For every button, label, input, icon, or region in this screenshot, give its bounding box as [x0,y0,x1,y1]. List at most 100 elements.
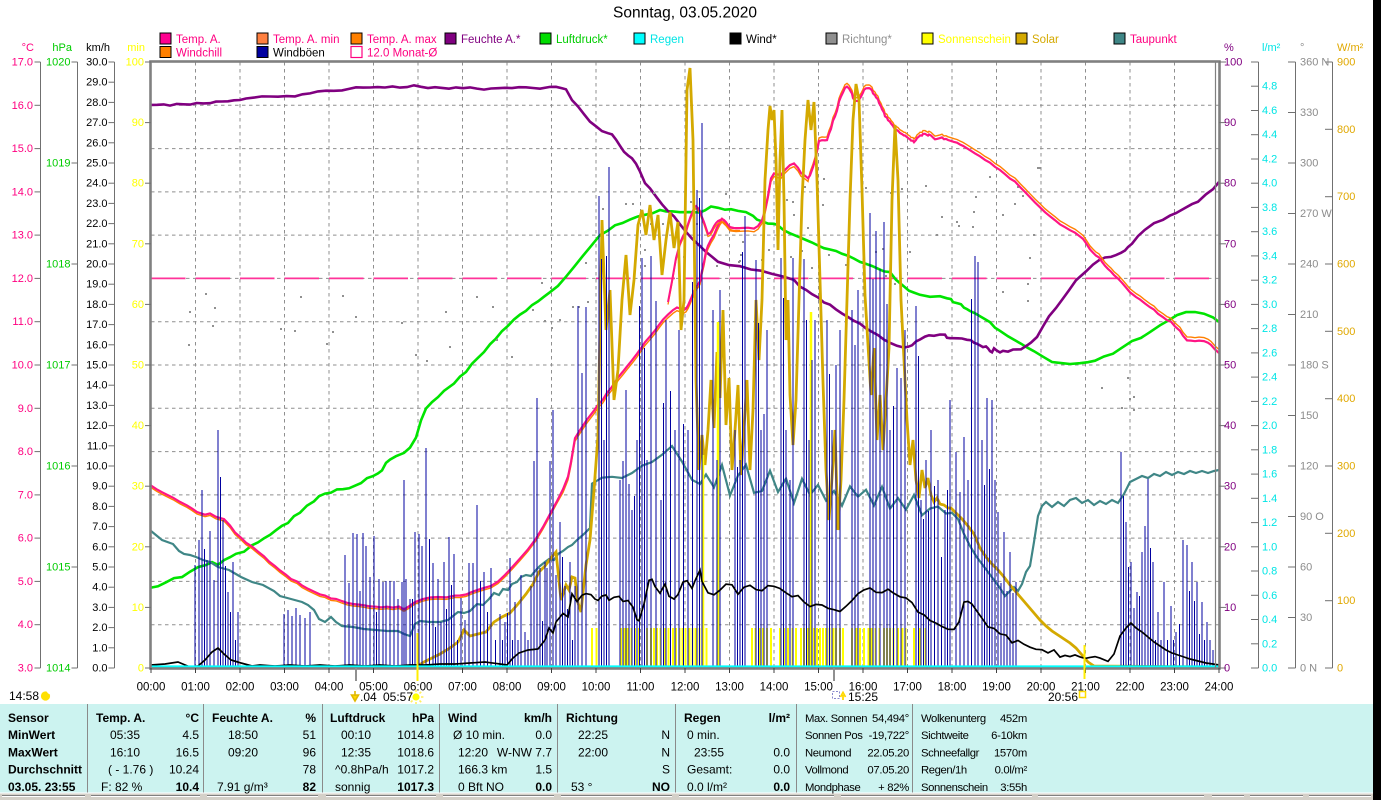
svg-text:22:25: 22:25 [578,728,608,742]
svg-text:30: 30 [1224,481,1236,493]
svg-text:78: 78 [303,763,317,777]
svg-text:22.05.20: 22.05.20 [867,747,909,759]
svg-text:Taupunkt: Taupunkt [1130,34,1177,46]
svg-text:1020: 1020 [46,57,70,69]
svg-text:7.91 g/m³: 7.91 g/m³ [217,780,268,794]
svg-text:20:00: 20:00 [1027,682,1056,694]
svg-text:%: % [305,711,316,725]
svg-text:12:20: 12:20 [458,745,488,759]
svg-text:3.2: 3.2 [1262,275,1277,287]
svg-text:00:10: 00:10 [341,728,371,742]
svg-text:80: 80 [132,178,144,190]
svg-text:16.0: 16.0 [12,100,33,112]
svg-text:360 N: 360 N [1300,57,1329,69]
svg-text:Temp. A.: Temp. A. [96,711,145,725]
svg-text:04:00: 04:00 [315,682,344,694]
svg-text:1.4: 1.4 [1262,493,1277,505]
svg-text:°: ° [1300,42,1304,54]
svg-text:51: 51 [303,728,317,742]
svg-text:40: 40 [132,420,144,432]
svg-text:15.0: 15.0 [86,360,107,372]
svg-text:08:00: 08:00 [493,682,522,694]
svg-text:1014.8: 1014.8 [397,728,434,742]
svg-text:13:00: 13:00 [715,682,744,694]
svg-text:4.0: 4.0 [18,619,33,631]
svg-text:2.6: 2.6 [1262,347,1277,359]
svg-text:Mondphase: Mondphase [805,782,861,794]
svg-text:200: 200 [1337,528,1355,540]
svg-text:4.2: 4.2 [1262,154,1277,166]
svg-text:0: 0 [1337,663,1343,675]
svg-text:96: 96 [303,745,317,759]
svg-text:0 min.: 0 min. [687,728,720,742]
svg-text:( - 1.76 ): ( - 1.76 ) [108,763,153,777]
svg-text:1.5: 1.5 [535,763,552,777]
svg-text:20:56: 20:56 [1048,690,1078,704]
svg-text:166.3 km: 166.3 km [458,763,507,777]
svg-text:3.6: 3.6 [1262,226,1277,238]
svg-text:Windchill: Windchill [176,48,222,60]
svg-text:60: 60 [1224,299,1236,311]
svg-text:16:00: 16:00 [849,682,878,694]
svg-text:1018.6: 1018.6 [397,745,434,759]
svg-text:19.0: 19.0 [86,279,107,291]
svg-text:W/m²: W/m² [1337,42,1364,54]
svg-text:0.0: 0.0 [773,745,790,759]
svg-text:80: 80 [1224,178,1236,190]
svg-text:Sichtweite: Sichtweite [921,730,969,742]
svg-text:09:20: 09:20 [228,745,258,759]
svg-text:Sonnenschein: Sonnenschein [921,782,988,794]
svg-text:Ø 10 min.: Ø 10 min. [453,728,505,742]
svg-text:Sonntag, 03.05.2020: Sonntag, 03.05.2020 [613,5,757,22]
svg-text:70: 70 [132,238,144,250]
svg-text:-19,722°: -19,722° [869,730,909,742]
svg-text:18:00: 18:00 [938,682,967,694]
svg-text:Wind*: Wind* [746,34,777,46]
svg-text:1570m: 1570m [994,747,1027,759]
svg-text:23:00: 23:00 [1160,682,1189,694]
svg-text:Solar: Solar [1032,34,1059,46]
svg-text:0.0: 0.0 [535,780,552,794]
svg-text:0.2: 0.2 [1262,638,1277,650]
svg-text:0.0: 0.0 [535,728,552,742]
svg-text:06:00: 06:00 [404,682,433,694]
svg-text:0.0 l/m²: 0.0 l/m² [687,780,727,794]
svg-text:10.24: 10.24 [169,763,199,777]
svg-text:24.0: 24.0 [86,178,107,190]
svg-text:210: 210 [1300,309,1318,321]
svg-text:^0.8hPa/h: ^0.8hPa/h [335,763,389,777]
svg-text:Temp. A. min: Temp. A. min [273,34,339,46]
svg-text:1.8: 1.8 [1262,444,1277,456]
svg-text:6.0: 6.0 [92,541,107,553]
svg-text:30: 30 [132,481,144,493]
svg-text:0.0: 0.0 [1262,663,1277,675]
svg-text:S: S [662,763,670,777]
svg-text:8.0: 8.0 [18,446,33,458]
svg-text:0.0l/m²: 0.0l/m² [995,765,1028,777]
svg-text:12:00: 12:00 [671,682,700,694]
svg-text:100: 100 [1337,595,1355,607]
svg-text:14.0: 14.0 [86,380,107,392]
svg-text:Neumond: Neumond [805,747,851,759]
svg-text:600: 600 [1337,259,1355,271]
svg-text:100: 100 [126,57,144,69]
svg-text:60: 60 [132,299,144,311]
svg-text:11.0: 11.0 [87,440,108,452]
svg-text:Schneefallgr: Schneefallgr [921,747,980,759]
svg-text:3.8: 3.8 [1262,202,1277,214]
svg-text:l/m²: l/m² [1262,42,1281,54]
svg-text:150: 150 [1300,410,1318,422]
svg-text:10.0: 10.0 [86,461,107,473]
svg-text:hPa: hPa [52,42,72,54]
svg-text:0 N: 0 N [1300,663,1317,675]
svg-text:.04: .04 [360,690,377,704]
svg-text:02:00: 02:00 [226,682,255,694]
svg-text:Luftdruck: Luftdruck [330,711,386,725]
svg-text:50: 50 [1224,360,1236,372]
svg-text:3.0: 3.0 [92,602,107,614]
svg-text:20.0: 20.0 [86,259,107,271]
svg-text:0.4: 0.4 [1262,614,1277,626]
svg-text:5.0: 5.0 [92,562,107,574]
svg-text:0.0: 0.0 [773,763,790,777]
svg-text:Richtung: Richtung [566,711,618,725]
